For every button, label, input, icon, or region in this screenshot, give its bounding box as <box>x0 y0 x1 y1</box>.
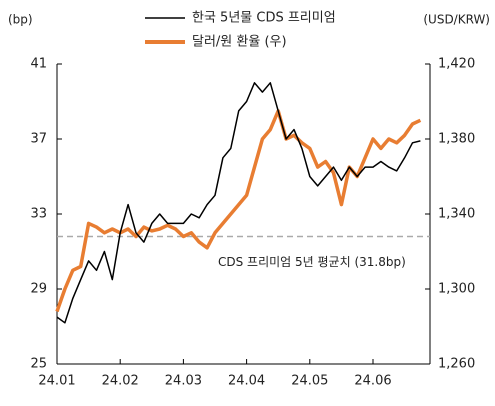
series-line <box>56 82 421 324</box>
x-tick-label: 24.05 <box>291 374 328 389</box>
legend-label: 달러/원 환율 (우) <box>192 35 287 50</box>
y-tick-label: 33 <box>30 207 47 222</box>
reference-label: CDS 프리미엄 5년 평균치 (31.8bp) <box>218 255 406 269</box>
y2-tick-label: 1,380 <box>438 132 475 147</box>
y2-tick-label: 1,420 <box>438 57 475 72</box>
x-tick-label: 24.04 <box>228 374 265 389</box>
y-tick-label: 25 <box>30 357 47 372</box>
x-tick-label: 24.02 <box>102 374 139 389</box>
x-tick-label: 24.03 <box>165 374 202 389</box>
x-tick-label: 24.06 <box>354 374 391 389</box>
y-tick-label: 41 <box>30 57 47 72</box>
legend-label: 한국 5년물 CDS 프리미엄 <box>192 11 336 26</box>
y2-tick-label: 1,260 <box>438 357 475 372</box>
y2-unit: (USD/KRW) <box>423 13 490 27</box>
y-tick-label: 29 <box>30 282 47 297</box>
series-line <box>55 109 422 313</box>
x-tick-label: 24.01 <box>38 374 75 389</box>
y-tick-label: 37 <box>30 132 47 147</box>
y2-tick-label: 1,340 <box>438 207 475 222</box>
y-unit: (bp) <box>8 13 33 27</box>
y2-tick-label: 1,300 <box>438 282 475 297</box>
